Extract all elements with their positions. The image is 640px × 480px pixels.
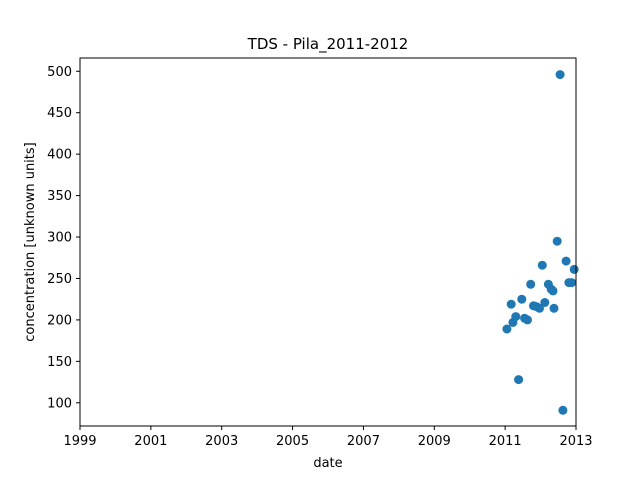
data-point — [517, 294, 527, 304]
x-tick-label: 1999 — [63, 434, 96, 449]
data-point — [523, 315, 532, 325]
y-tick-label: 150 — [47, 355, 72, 370]
x-tick-label: 2001 — [134, 434, 167, 449]
y-tick-label: 450 — [47, 106, 72, 121]
y-axis-ticks: 100 150 200 250 300 350 400 450 500 — [47, 65, 80, 411]
data-point — [567, 278, 577, 288]
x-tick-label: 2003 — [205, 434, 238, 449]
y-tick-label: 200 — [47, 313, 72, 328]
y-tick-label: 300 — [47, 231, 72, 246]
data-point — [535, 303, 544, 313]
data-point — [514, 375, 524, 385]
y-tick-label: 500 — [47, 65, 72, 80]
data-point — [526, 279, 536, 289]
data-point — [511, 312, 521, 322]
y-tick-label: 350 — [47, 189, 72, 204]
data-point — [561, 256, 571, 266]
x-tick-label: 2005 — [276, 434, 309, 449]
x-tick-label: 2011 — [489, 434, 522, 449]
chart-title: TDS - Pila_2011-2012 — [247, 35, 409, 54]
y-axis-label: concentration [unknown units] — [23, 142, 38, 341]
plot-frame — [79, 57, 577, 427]
y-tick-label: 400 — [47, 148, 72, 163]
data-points — [502, 70, 579, 415]
data-point — [569, 264, 579, 274]
x-axis-label: date — [313, 456, 342, 471]
x-tick-label: 2013 — [559, 434, 592, 449]
data-point — [558, 405, 568, 415]
data-point — [548, 286, 558, 296]
data-point — [537, 260, 547, 270]
data-point — [502, 324, 512, 334]
y-tick-label: 100 — [47, 396, 72, 411]
x-axis-ticks: 1999 2001 2003 2005 2007 2009 2011 2013 — [63, 426, 593, 449]
data-point — [506, 299, 516, 309]
data-point — [555, 70, 565, 80]
data-point — [552, 236, 562, 246]
x-tick-label: 2007 — [347, 434, 380, 449]
data-point — [540, 298, 550, 307]
data-point — [549, 303, 559, 313]
y-tick-label: 250 — [47, 272, 72, 287]
x-tick-label: 2009 — [418, 434, 451, 449]
